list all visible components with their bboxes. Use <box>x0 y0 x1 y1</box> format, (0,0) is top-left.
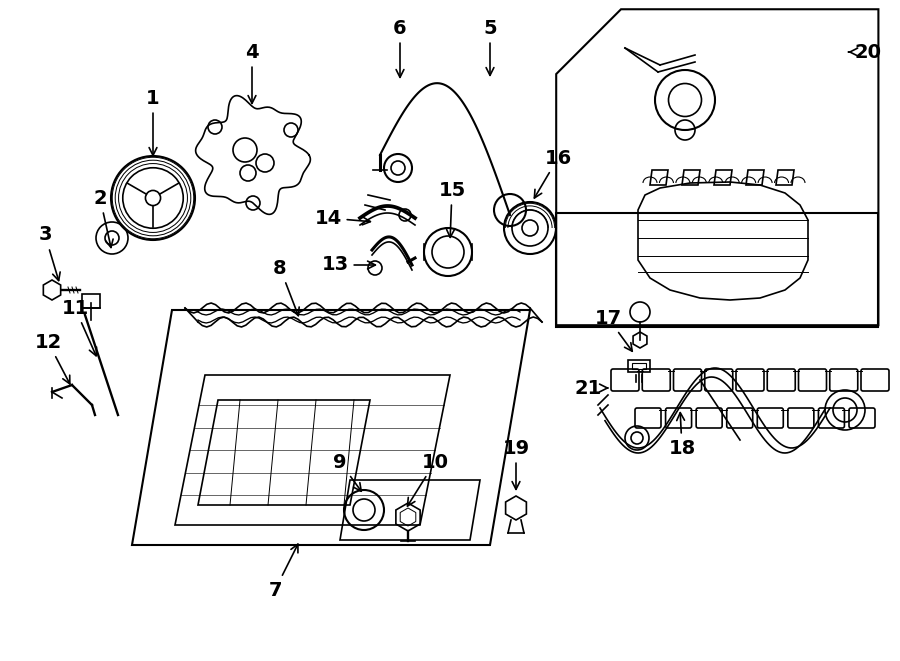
Bar <box>628 360 650 372</box>
Text: 3: 3 <box>38 225 60 280</box>
Text: 5: 5 <box>483 19 497 75</box>
Text: 7: 7 <box>268 544 298 600</box>
Text: 1: 1 <box>146 89 160 155</box>
Text: 11: 11 <box>61 299 96 356</box>
Text: 19: 19 <box>502 438 529 489</box>
Text: 4: 4 <box>245 42 259 103</box>
Text: 14: 14 <box>314 208 371 227</box>
Text: 17: 17 <box>594 309 633 351</box>
Text: 15: 15 <box>438 180 465 237</box>
Bar <box>632 363 646 369</box>
Text: 8: 8 <box>274 258 299 316</box>
Text: 12: 12 <box>34 332 70 384</box>
Text: 9: 9 <box>333 453 361 491</box>
Bar <box>556 213 878 327</box>
Bar <box>82 294 100 308</box>
Text: 16: 16 <box>535 149 572 198</box>
Text: 6: 6 <box>393 19 407 77</box>
Text: 2: 2 <box>94 188 113 247</box>
Text: 21: 21 <box>574 379 608 397</box>
Text: 13: 13 <box>321 256 375 274</box>
Text: 10: 10 <box>408 453 448 506</box>
Text: 20: 20 <box>849 42 881 61</box>
Text: 18: 18 <box>669 412 696 457</box>
